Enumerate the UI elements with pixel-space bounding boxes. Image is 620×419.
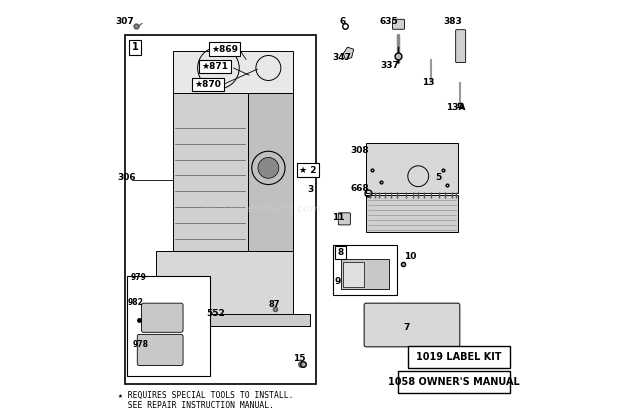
Polygon shape <box>143 313 310 326</box>
Text: 552: 552 <box>206 309 224 318</box>
Polygon shape <box>172 93 247 251</box>
Polygon shape <box>156 251 293 318</box>
Text: ★871: ★871 <box>202 62 229 71</box>
FancyBboxPatch shape <box>366 195 458 233</box>
Text: 15: 15 <box>293 354 306 363</box>
Text: 7: 7 <box>403 323 410 332</box>
Text: 1019 LABEL KIT: 1019 LABEL KIT <box>416 352 502 362</box>
Text: ★ 2: ★ 2 <box>299 166 317 174</box>
Text: 87: 87 <box>268 300 280 309</box>
Text: 306: 306 <box>118 173 136 182</box>
FancyBboxPatch shape <box>408 346 510 367</box>
Text: 6: 6 <box>339 17 345 26</box>
Text: ★ REQUIRES SPECIAL TOOLS TO INSTALL.
  SEE REPAIR INSTRUCTION MANUAL.: ★ REQUIRES SPECIAL TOOLS TO INSTALL. SEE… <box>118 391 293 410</box>
Text: 337: 337 <box>380 61 399 70</box>
Text: eplacementParts.com: eplacementParts.com <box>199 204 321 215</box>
Text: 8: 8 <box>337 248 343 257</box>
FancyBboxPatch shape <box>364 303 460 347</box>
Text: 982: 982 <box>128 298 144 307</box>
Text: 13: 13 <box>422 78 435 87</box>
Text: 10: 10 <box>404 252 417 261</box>
Text: 11: 11 <box>332 213 344 222</box>
Text: 978: 978 <box>133 340 149 349</box>
Text: ★870: ★870 <box>195 80 221 89</box>
Text: 979: 979 <box>130 273 146 282</box>
FancyBboxPatch shape <box>333 245 397 295</box>
FancyBboxPatch shape <box>456 30 466 62</box>
FancyBboxPatch shape <box>127 276 210 376</box>
Text: 635: 635 <box>380 17 399 26</box>
Text: 1058 OWNER'S MANUAL: 1058 OWNER'S MANUAL <box>388 377 520 387</box>
FancyBboxPatch shape <box>141 303 183 332</box>
FancyBboxPatch shape <box>125 35 316 384</box>
Text: 668: 668 <box>351 184 370 193</box>
FancyBboxPatch shape <box>137 334 183 366</box>
Polygon shape <box>247 93 293 251</box>
FancyBboxPatch shape <box>398 371 510 393</box>
FancyBboxPatch shape <box>343 262 364 287</box>
Polygon shape <box>343 47 353 59</box>
Text: ★869: ★869 <box>211 45 238 54</box>
FancyBboxPatch shape <box>392 19 404 29</box>
Text: 3: 3 <box>307 185 313 194</box>
Text: 9: 9 <box>334 277 340 287</box>
Polygon shape <box>172 52 293 93</box>
FancyBboxPatch shape <box>366 143 458 193</box>
Text: 5: 5 <box>435 173 441 181</box>
Text: 308: 308 <box>351 146 370 155</box>
Text: 383: 383 <box>443 17 462 26</box>
Text: 307: 307 <box>115 17 134 26</box>
Text: 13A: 13A <box>446 103 466 112</box>
FancyBboxPatch shape <box>339 213 350 225</box>
Text: 1: 1 <box>132 42 138 52</box>
Circle shape <box>258 158 279 178</box>
FancyBboxPatch shape <box>341 259 389 289</box>
Text: 347: 347 <box>332 54 351 62</box>
